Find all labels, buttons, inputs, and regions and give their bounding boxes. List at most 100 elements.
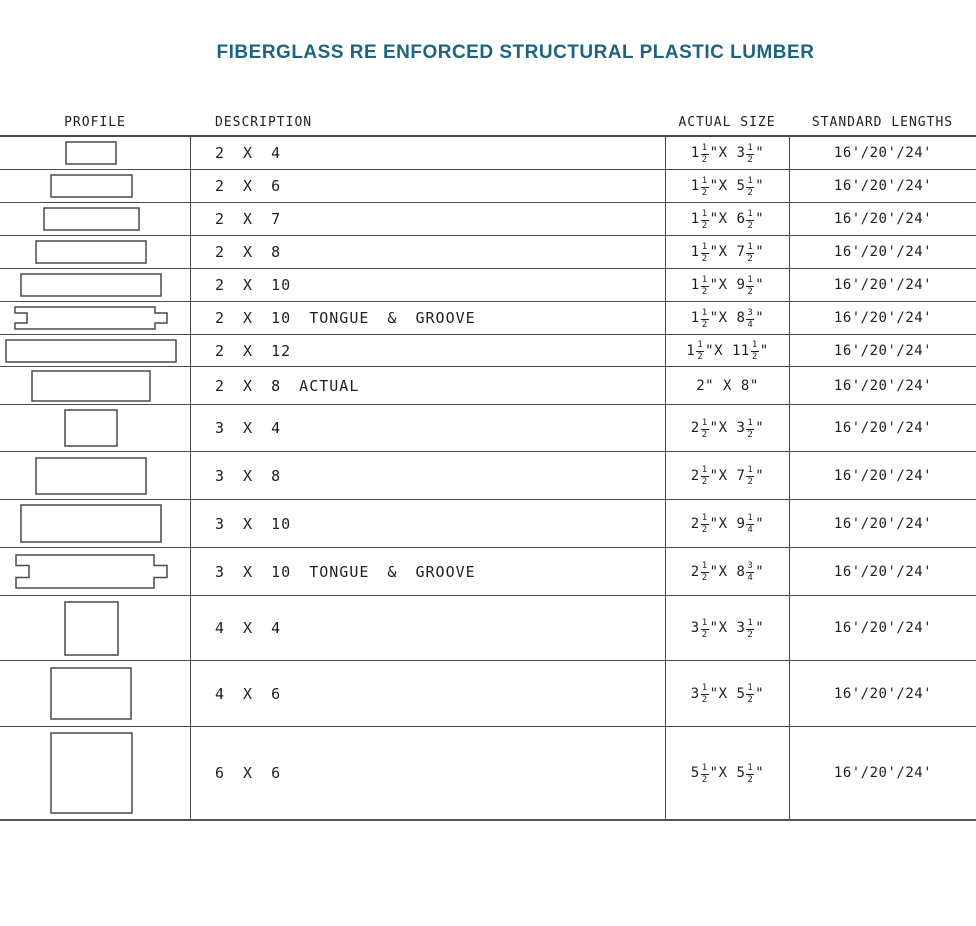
rect-profile-drawing [31,369,151,402]
description-cell: 3 X 4 [190,405,665,451]
tongue-groove-profile-drawing [14,306,168,330]
standard-lengths-cell: 16'/20'/24' [789,500,976,547]
table-row: 2 X 10 1 1 2 "X 9 1 2 " 16'/20'/24' [0,269,976,302]
rect-profile-drawing [49,174,133,198]
rect-profile-drawing [64,409,118,447]
table-row: 2 X 10 TONGUE & GROOVE 1 1 2 "X 8 3 4 " 16'/20… [0,302,976,335]
standard-lengths-cell: 16'/20'/24' [789,727,976,819]
tongue-groove-profile-drawing [14,554,168,589]
profile-cell [0,405,190,451]
rect-profile-drawing [49,732,133,814]
column-header-profile: PROFILE [64,115,126,130]
standard-lengths-cell: 16'/20'/24' [789,367,976,404]
rect-profile-drawing [35,240,147,264]
description-cell: 2 X 6 [190,170,665,202]
standard-lengths-cell: 16'/20'/24' [789,203,976,235]
description-cell: 3 X 10 [190,500,665,547]
profile-cell [0,137,190,169]
rect-profile-drawing [20,273,162,297]
actual-size-cell: 2" X 8" [665,367,789,404]
standard-lengths-cell: 16'/20'/24' [789,452,976,499]
standard-lengths-cell: 16'/20'/24' [789,236,976,268]
rect-profile-drawing [63,600,119,656]
table-row: 2 X 8 ACTUAL 2" X 8" 16'/20'/24' [0,367,976,405]
description-cell: 3 X 10 TONGUE & GROOVE [190,548,665,595]
actual-size-cell: 1 1 2 "X 8 3 4 " [665,302,789,334]
actual-size-cell: 1 1 2 "X 5 1 2 " [665,170,789,202]
profile-cell [0,335,190,366]
description-cell: 4 X 6 [190,661,665,726]
description-cell: 2 X 12 [190,335,665,366]
rect-profile-drawing [20,504,162,543]
standard-lengths-cell: 16'/20'/24' [789,137,976,169]
actual-size-cell: 1 1 2 "X 6 1 2 " [665,203,789,235]
standard-lengths-cell: 16'/20'/24' [789,269,976,301]
description-cell: 4 X 4 [190,596,665,660]
actual-size-cell: 1 1 2 "X 11 1 2 " [665,335,789,366]
rect-profile-drawing [42,207,140,231]
profile-cell [0,302,190,334]
actual-size-cell: 2 1 2 "X 3 1 2 " [665,405,789,451]
rect-profile-drawing [5,338,177,363]
rect-profile-drawing [50,667,132,720]
table-row: 3 X 10 2 1 2 "X 9 1 4 " 16'/20'/24' [0,500,976,548]
profile-cell [0,367,190,404]
actual-size-cell: 1 1 2 "X 3 1 2 " [665,137,789,169]
profile-cell [0,661,190,726]
actual-size-cell: 2 1 2 "X 8 3 4 " [665,548,789,595]
description-cell: 2 X 10 TONGUE & GROOVE [190,302,665,334]
actual-size-cell: 3 1 2 "X 5 1 2 " [665,661,789,726]
standard-lengths-cell: 16'/20'/24' [789,335,976,366]
page-title: FIBERGLASS RE ENFORCED STRUCTURAL PLASTI… [216,42,815,63]
description-cell: 2 X 4 [190,137,665,169]
standard-lengths-cell: 16'/20'/24' [789,302,976,334]
table-header: PROFILE DESCRIPTION ACTUAL SIZE STANDARD… [0,110,976,136]
profile-cell [0,170,190,202]
actual-size-cell: 5 1 2 "X 5 1 2 " [665,727,789,819]
description-cell: 2 X 10 [190,269,665,301]
profile-cell [0,727,190,819]
column-header-description: DESCRIPTION [215,115,313,130]
profile-cell [0,596,190,660]
rect-profile-drawing [65,141,117,165]
standard-lengths-cell: 16'/20'/24' [789,170,976,202]
description-cell: 6 X 6 [190,727,665,819]
profile-cell [0,548,190,595]
column-header-actual-size: ACTUAL SIZE [678,115,776,130]
actual-size-cell: 2 1 2 "X 9 1 4 " [665,500,789,547]
profile-cell [0,269,190,301]
table-row: 3 X 10 TONGUE & GROOVE 2 1 2 "X 8 3 4 " 16'/20… [0,548,976,596]
standard-lengths-cell: 16'/20'/24' [789,548,976,595]
